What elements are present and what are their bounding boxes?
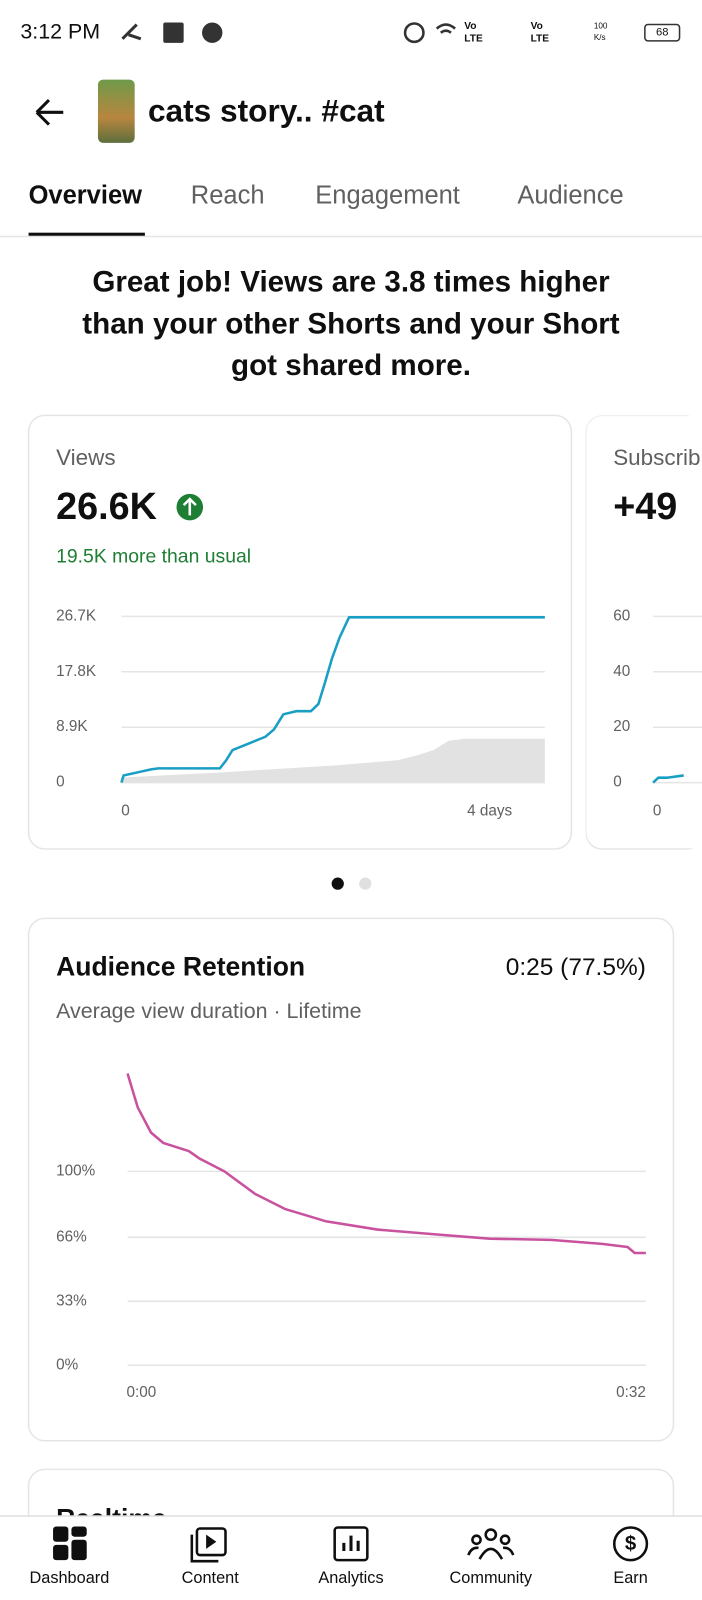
metric-value: +49 [613, 485, 677, 527]
subscribers-card-group: Subscrib +49 60 40 20 0 0 [585, 415, 702, 850]
data-line [120, 616, 545, 784]
x-tick-label: 0 [121, 802, 130, 819]
next-card[interactable] [27, 1468, 675, 1600]
status-icon [202, 22, 223, 43]
y-tick-label: 40 [613, 663, 630, 680]
y-tick-label: 33% [56, 1292, 87, 1309]
nav-icon [195, 1527, 227, 1557]
headline-line: Great job! Views are 3.8 times higher [92, 266, 610, 299]
nav-icon [71, 1539, 87, 1561]
headline-line: got shared more. [231, 349, 471, 382]
status-text: LTE [464, 34, 483, 45]
tab[interactable]: Audience [517, 182, 623, 210]
card-title: Audience Retention [56, 951, 305, 981]
y-tick-label: 66% [56, 1228, 87, 1245]
nav-label[interactable]: Dashboard [29, 1569, 109, 1587]
status-icon [403, 22, 425, 44]
nav-icon [471, 1534, 482, 1546]
nav-icon [53, 1526, 69, 1542]
nav-labels: Dashboard Content Analytics Community Earn [29, 1569, 647, 1587]
subscribers-chart: 60 40 20 0 0 [613, 607, 702, 819]
battery [644, 23, 681, 42]
nav-label[interactable]: Content [182, 1569, 240, 1587]
data-line [652, 774, 684, 784]
status-text: Vo [531, 21, 543, 32]
nav-icons: $ [53, 1526, 649, 1563]
bottom-nav [0, 1516, 702, 1600]
status-text: LTE [531, 34, 550, 45]
status-time: 3:12 PM [20, 19, 100, 43]
card-subtitle: Average view duration · Lifetime [56, 999, 361, 1023]
status-text: K/s [594, 33, 606, 42]
card-title: Realtime [56, 1503, 167, 1533]
x-tick-label: 4 days [467, 802, 512, 819]
subscribers-card[interactable] [585, 415, 702, 850]
x-tick-label: 0 [653, 802, 662, 819]
tab[interactable]: Reach [191, 182, 265, 210]
views-card[interactable] [27, 414, 573, 850]
metric-note: 19.5K more than usual [56, 545, 251, 567]
next-card-group: Realtime [27, 1468, 675, 1600]
nav-icon-symbol: $ [625, 1533, 637, 1555]
nav-icon [53, 1544, 69, 1561]
divider [0, 1515, 702, 1517]
status-text: Vo [464, 21, 476, 32]
tab-indicator [28, 232, 145, 237]
y-tick-label: 100% [56, 1162, 96, 1179]
x-tick-label: 0:00 [127, 1384, 157, 1401]
retention-chart: 100% 66% 33% 0% 0:00 0:32 [56, 1073, 646, 1401]
y-tick-label: 20 [613, 718, 630, 735]
pager [331, 877, 372, 890]
video-title: cats story.. #cat [148, 93, 385, 129]
y-tick-label: 0 [613, 774, 622, 791]
metric-value: 26.6K [56, 485, 157, 527]
nav-icon [206, 1534, 217, 1549]
nav-label[interactable]: Community [450, 1569, 533, 1587]
data-line [126, 1073, 646, 1255]
y-tick-label: 60 [613, 607, 630, 624]
views-chart: 26.7K 17.8K 8.9K 0 0 4 days [56, 607, 545, 819]
metric-label: Subscrib [613, 445, 700, 470]
tab[interactable]: Overview [29, 182, 143, 210]
y-tick-label: 0% [56, 1356, 79, 1373]
tab[interactable]: Engagement [315, 182, 460, 210]
tabs: Overview Reach Engagement Audience [29, 182, 624, 210]
baseline-area [121, 738, 545, 783]
y-tick-label: 0 [56, 774, 65, 791]
battery-level: 68 [656, 27, 668, 39]
nav-icon [484, 1528, 498, 1542]
status-icon [163, 22, 184, 43]
metric-label: Views [56, 445, 115, 470]
card-value: 0:25 (77.5%) [506, 954, 646, 981]
back-button[interactable] [35, 98, 64, 126]
nav-icon [467, 1546, 515, 1560]
divider [0, 235, 702, 238]
retention-card[interactable] [27, 917, 675, 1442]
y-tick-label: 8.9K [56, 718, 88, 735]
nav-icon [71, 1526, 87, 1537]
status-icon [121, 23, 142, 41]
nav-icon [612, 1526, 649, 1562]
pager-dot[interactable] [359, 877, 372, 890]
nav-icon [342, 1535, 360, 1551]
y-tick-label: 17.8K [56, 663, 97, 680]
headline-line: than your other Shorts and your Short [82, 307, 620, 340]
nav-icon [499, 1534, 511, 1546]
status-indicators: Vo LTE Vo LTE [464, 21, 549, 44]
nav-icon [333, 1526, 369, 1562]
thumbnail [97, 79, 135, 143]
y-tick-label: 26.7K [56, 607, 97, 624]
status-text: 100 [594, 22, 608, 31]
headline: Great job! Views are 3.8 times higher th… [82, 266, 620, 383]
x-tick-label: 0:32 [616, 1384, 646, 1401]
status-icon [435, 23, 456, 34]
nav-icon [190, 1534, 219, 1563]
pager-dot[interactable] [331, 877, 344, 890]
nav-label[interactable]: Earn [613, 1569, 647, 1587]
status-speed: 100 K/s [594, 22, 608, 42]
up-icon-arrow [182, 497, 197, 516]
nav-label[interactable]: Analytics [318, 1569, 383, 1587]
